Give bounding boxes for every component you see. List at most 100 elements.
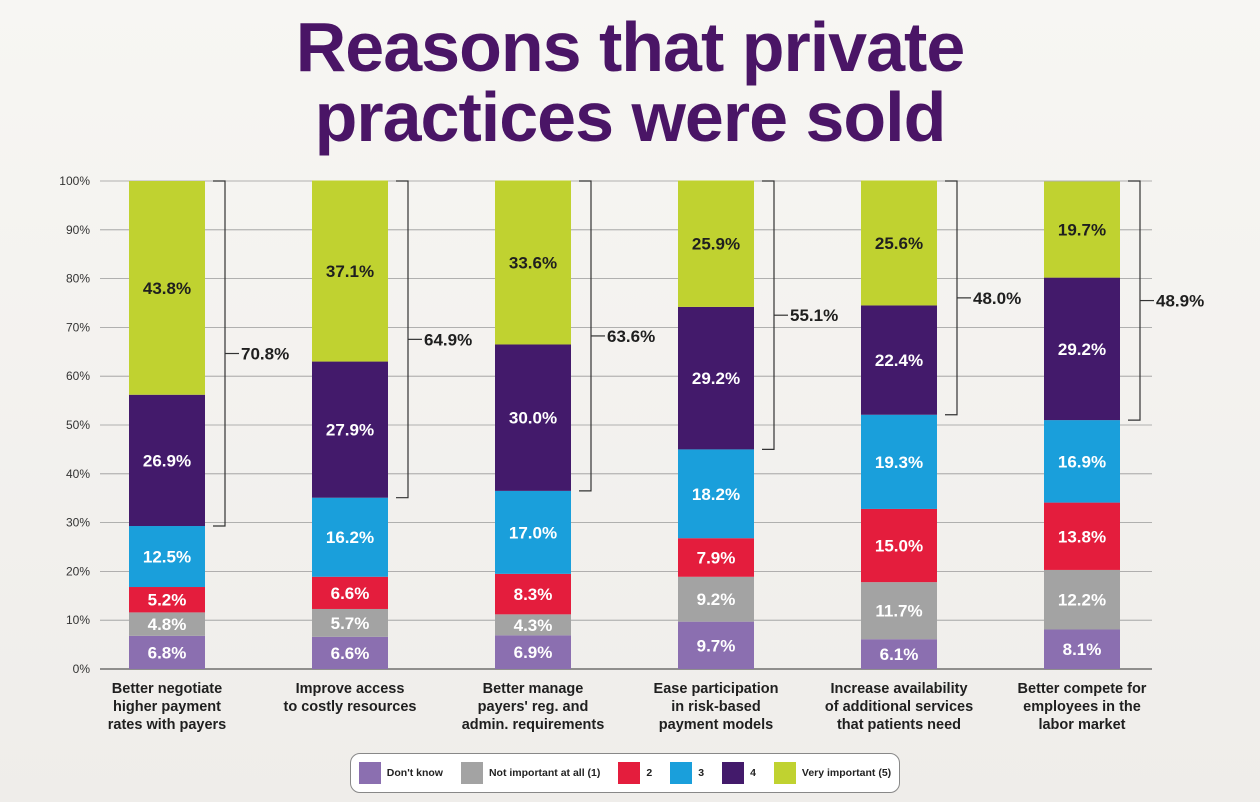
legend-label: Very important (5) — [801, 767, 892, 779]
y-tick-label: 80% — [66, 272, 90, 286]
legend-swatch — [358, 762, 381, 784]
bar-segment — [678, 538, 754, 577]
data-label: 37.1% — [326, 262, 374, 281]
bar-segment — [678, 449, 754, 539]
bracket — [1128, 180, 1141, 421]
bracket-total-label: 70.8% — [241, 345, 289, 364]
data-label: 11.7% — [875, 602, 922, 621]
bar-segment — [129, 587, 205, 613]
data-label: 12.2% — [1058, 591, 1106, 610]
y-tick-label: 40% — [66, 467, 90, 481]
bar-segment — [678, 576, 754, 622]
data-label: 33.6% — [509, 253, 557, 272]
legend-swatch — [722, 762, 745, 784]
data-label: 29.2% — [692, 369, 740, 388]
category-label: employees in the — [1023, 699, 1141, 715]
y-tick-label: 20% — [66, 564, 90, 578]
bracket — [396, 180, 409, 499]
bar-segment — [1044, 569, 1120, 630]
y-tick-label: 90% — [66, 223, 90, 237]
bar-segment — [861, 414, 937, 509]
category-label: to costly resources — [284, 699, 417, 715]
data-label: 8.1% — [1063, 640, 1102, 659]
data-label: 6.6% — [331, 584, 370, 603]
legend-label: 4 — [750, 767, 756, 779]
legend-swatch — [460, 762, 483, 784]
bar-segment — [678, 306, 754, 450]
category-label: payment models — [659, 717, 773, 733]
data-label: 19.7% — [1058, 221, 1106, 240]
bar-segment — [129, 526, 205, 588]
bar-segment — [312, 608, 388, 637]
bar-segment — [678, 180, 754, 307]
data-label: 25.9% — [692, 235, 740, 254]
y-tick-label: 10% — [66, 613, 90, 627]
y-tick-label: 50% — [66, 418, 90, 432]
chart-title-line-2: practices were sold — [314, 78, 947, 156]
bracket-total-label: 48.9% — [1156, 292, 1204, 311]
data-label: 16.2% — [326, 528, 374, 547]
bar-segment — [1044, 502, 1120, 570]
legend-item: 2 — [614, 762, 656, 784]
data-label: 9.7% — [697, 636, 736, 655]
data-label: 6.9% — [514, 643, 553, 662]
bar-segment — [129, 181, 205, 395]
category-label: rates with payers — [108, 717, 226, 733]
bracket — [579, 180, 592, 492]
category-label: of additional services — [825, 699, 973, 715]
bracket-total-label: 55.1% — [790, 306, 838, 325]
bar-segment — [495, 635, 571, 669]
category-label: Better compete for — [1018, 681, 1147, 697]
data-label: 19.3% — [875, 453, 923, 472]
category-label: that patients need — [837, 717, 961, 733]
legend-item: 4 — [718, 762, 760, 784]
chart-title-line-1: Reasons that private — [295, 8, 966, 86]
data-label: 6.1% — [880, 645, 919, 664]
bar-segment — [495, 344, 571, 491]
category-label: Better manage — [483, 681, 584, 697]
bracket-total-label: 48.0% — [973, 289, 1021, 308]
chart-legend: Don't know Not important at all (1) 2 3 4 Ver… — [350, 753, 900, 793]
y-tick-label: 100% — [59, 174, 90, 188]
bar-segment — [495, 180, 571, 345]
bar-segment — [1044, 629, 1120, 669]
category-label: Ease participation — [654, 681, 779, 697]
data-label: 27.9% — [326, 421, 374, 440]
bar-segment — [861, 180, 937, 306]
bracket — [762, 180, 775, 450]
legend-label: Not important at all (1) — [488, 767, 601, 779]
data-label: 7.9% — [697, 548, 736, 567]
y-tick-label: 60% — [66, 369, 90, 383]
legend-label: 2 — [646, 767, 653, 779]
y-tick-label: 0% — [73, 662, 91, 676]
bracket-total-label: 63.6% — [607, 327, 655, 346]
category-label: Improve access — [296, 681, 405, 697]
category-label: payers' reg. and — [478, 699, 589, 715]
bar-segment — [129, 612, 205, 636]
y-tick-label: 70% — [66, 320, 90, 334]
legend-label: Don't know — [386, 767, 443, 779]
bar-segment — [495, 614, 571, 636]
data-label: 6.8% — [148, 643, 187, 662]
category-label: Increase availability — [830, 681, 967, 697]
category-label: in risk-based — [671, 699, 760, 715]
bar-segment — [861, 305, 937, 415]
legend-swatch — [618, 762, 641, 784]
bar-segment — [861, 639, 937, 669]
data-label: 16.9% — [1058, 452, 1106, 471]
bar-segment — [861, 582, 937, 640]
bracket — [945, 180, 958, 416]
data-label: 8.3% — [514, 585, 553, 604]
y-tick-label: 30% — [66, 516, 90, 530]
legend-item: Not important at all (1) — [457, 762, 604, 784]
bar-segment — [312, 636, 388, 669]
data-label: 12.5% — [143, 548, 191, 567]
bar-segment — [861, 508, 937, 583]
data-label: 5.7% — [331, 614, 370, 633]
legend-item: 3 — [666, 762, 708, 784]
bar-segment — [312, 361, 388, 498]
legend-item: Very important (5) — [770, 762, 895, 784]
data-label: 9.2% — [697, 590, 736, 609]
category-label: admin. requirements — [462, 717, 605, 733]
category-label: Better negotiate — [112, 681, 222, 697]
